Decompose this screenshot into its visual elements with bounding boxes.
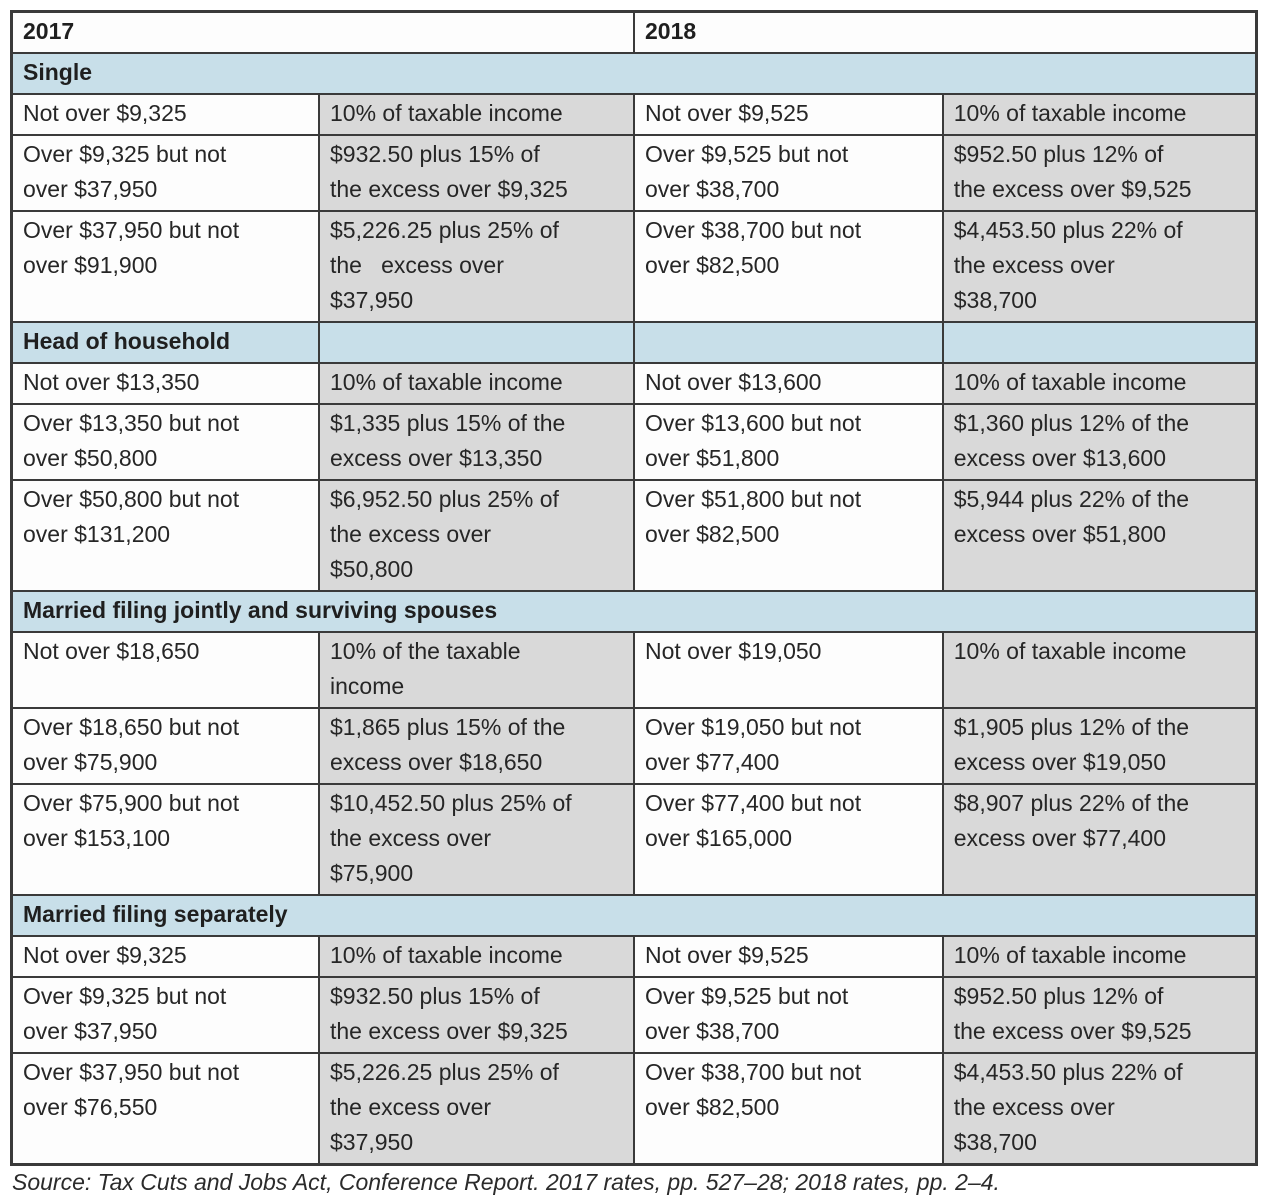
table-row: Over $37,950 but not over $91,900 $5,226…	[10, 210, 1258, 323]
rate-cell: 10% of taxable income	[318, 935, 635, 978]
empty-section-cell	[318, 321, 635, 364]
rate-cell: $5,944 plus 22% of the excess over $51,8…	[941, 479, 1258, 592]
section-title: Single	[10, 52, 1258, 95]
rate-cell: 10% of taxable income	[941, 631, 1258, 709]
range-cell: Over $38,700 but not over $82,500	[632, 210, 944, 323]
range-cell: Not over $9,525	[632, 935, 944, 978]
range-cell: Over $19,050 but not over $77,400	[632, 707, 944, 785]
range-cell: Not over $9,325	[10, 93, 320, 136]
rate-cell: 10% of taxable income	[318, 93, 635, 136]
range-cell: Over $38,700 but not over $82,500	[632, 1052, 944, 1166]
rate-cell: $4,453.50 plus 22% of the excess over $3…	[941, 210, 1258, 323]
rate-cell: $952.50 plus 12% of the excess over $9,5…	[941, 134, 1258, 212]
range-cell: Over $13,350 but not over $50,800	[10, 403, 320, 481]
range-cell: Not over $9,325	[10, 935, 320, 978]
section-header-married-separately: Married filing separately	[10, 894, 1258, 937]
section-header-head-of-household: Head of household	[10, 321, 1258, 364]
range-cell: Not over $13,600	[632, 362, 944, 405]
tax-bracket-comparison-table: 2017 2018 Single Not over $9,325 10% of …	[10, 10, 1258, 1166]
range-cell: Over $13,600 but not over $51,800	[632, 403, 944, 481]
rate-cell: $8,907 plus 22% of the excess over $77,4…	[941, 783, 1258, 896]
range-cell: Over $77,400 but not over $165,000	[632, 783, 944, 896]
range-cell: Over $9,325 but not over $37,950	[10, 134, 320, 212]
table-row: Not over $9,325 10% of taxable income No…	[10, 935, 1258, 978]
section-header-married-jointly: Married filing jointly and surviving spo…	[10, 590, 1258, 633]
rate-cell: $1,905 plus 12% of the excess over $19,0…	[941, 707, 1258, 785]
table-row: Not over $9,325 10% of taxable income No…	[10, 93, 1258, 136]
rate-cell: $952.50 plus 12% of the excess over $9,5…	[941, 976, 1258, 1054]
section-title: Head of household	[10, 321, 320, 364]
rate-cell: 10% of taxable income	[941, 93, 1258, 136]
section-title: Married filing jointly and surviving spo…	[10, 590, 1258, 633]
range-cell: Over $37,950 but not over $91,900	[10, 210, 320, 323]
range-cell: Over $9,525 but not over $38,700	[632, 976, 944, 1054]
table-row: Over $50,800 but not over $131,200 $6,95…	[10, 479, 1258, 592]
rate-cell: $1,360 plus 12% of the excess over $13,6…	[941, 403, 1258, 481]
rate-cell: 10% of the taxable income	[318, 631, 635, 709]
rate-cell: $1,865 plus 15% of the excess over $18,6…	[318, 707, 635, 785]
rate-cell: $1,335 plus 15% of the excess over $13,3…	[318, 403, 635, 481]
range-cell: Over $18,650 but not over $75,900	[10, 707, 320, 785]
empty-section-cell	[941, 321, 1258, 364]
range-cell: Over $50,800 but not over $131,200	[10, 479, 320, 592]
rate-cell: $5,226.25 plus 25% of the excess over $3…	[318, 210, 635, 323]
table-row: Over $37,950 but not over $76,550 $5,226…	[10, 1052, 1258, 1166]
table-row: Over $9,325 but not over $37,950 $932.50…	[10, 976, 1258, 1054]
source-note: Source: Tax Cuts and Jobs Act, Conferenc…	[12, 1169, 1000, 1195]
year-header-2018: 2018	[632, 10, 1258, 54]
range-cell: Over $9,525 but not over $38,700	[632, 134, 944, 212]
year-header-2017: 2017	[10, 10, 635, 54]
rate-cell: $932.50 plus 15% of the excess over $9,3…	[318, 976, 635, 1054]
section-header-single: Single	[10, 52, 1258, 95]
rate-cell: $10,452.50 plus 25% of the excess over $…	[318, 783, 635, 896]
rate-cell: $4,453.50 plus 22% of the excess over $3…	[941, 1052, 1258, 1166]
range-cell: Not over $19,050	[632, 631, 944, 709]
table-row: Not over $18,650 10% of the taxable inco…	[10, 631, 1258, 709]
rate-cell: $5,226.25 plus 25% of the excess over $3…	[318, 1052, 635, 1166]
section-title: Married filing separately	[10, 894, 1258, 937]
range-cell: Not over $18,650	[10, 631, 320, 709]
range-cell: Over $75,900 but not over $153,100	[10, 783, 320, 896]
range-cell: Not over $9,525	[632, 93, 944, 136]
rate-cell: $932.50 plus 15% of the excess over $9,3…	[318, 134, 635, 212]
range-cell: Over $9,325 but not over $37,950	[10, 976, 320, 1054]
rate-cell: $6,952.50 plus 25% of the excess over $5…	[318, 479, 635, 592]
year-header-row: 2017 2018	[10, 10, 1258, 54]
table-row: Not over $13,350 10% of taxable income N…	[10, 362, 1258, 405]
range-cell: Over $51,800 but not over $82,500	[632, 479, 944, 592]
rate-cell: 10% of taxable income	[941, 362, 1258, 405]
empty-section-cell	[632, 321, 944, 364]
range-cell: Over $37,950 but not over $76,550	[10, 1052, 320, 1166]
range-cell: Not over $13,350	[10, 362, 320, 405]
table-row: Over $18,650 but not over $75,900 $1,865…	[10, 707, 1258, 785]
rate-cell: 10% of taxable income	[941, 935, 1258, 978]
rate-cell: 10% of taxable income	[318, 362, 635, 405]
table-row: Over $9,325 but not over $37,950 $932.50…	[10, 134, 1258, 212]
table-row: Over $75,900 but not over $153,100 $10,4…	[10, 783, 1258, 896]
table-row: Over $13,350 but not over $50,800 $1,335…	[10, 403, 1258, 481]
